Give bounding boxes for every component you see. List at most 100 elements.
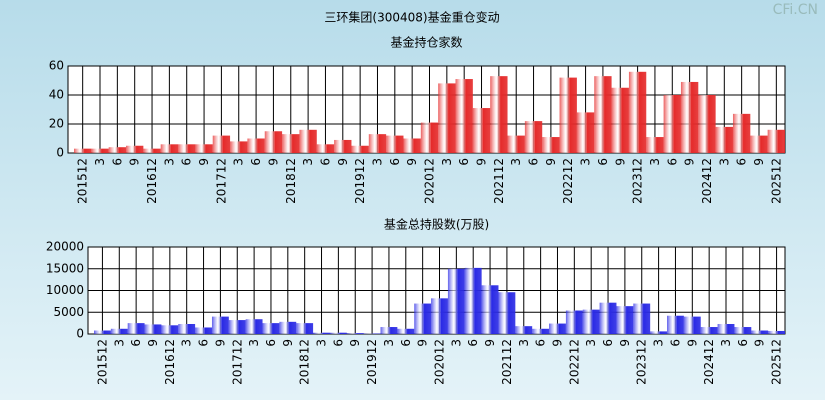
bar: [143, 148, 161, 153]
x-tick-label: 201512: [95, 339, 109, 385]
bar: [768, 330, 785, 334]
chart-title: 基金持仓家数: [390, 35, 462, 50]
bar: [559, 77, 577, 153]
x-tick-label: 6: [596, 158, 610, 166]
bar: [650, 331, 668, 334]
bar: [616, 306, 634, 334]
bar: [262, 323, 280, 334]
x-tick-label: 3: [112, 339, 126, 347]
bar: [316, 144, 335, 153]
bar: [576, 112, 595, 153]
x-tick-label: 6: [110, 158, 124, 166]
x-tick-label: 201912: [353, 158, 367, 204]
bar: [160, 144, 179, 153]
bar: [565, 310, 583, 334]
x-tick-label: 6: [665, 158, 679, 166]
bar: [549, 323, 566, 334]
x-tick-label: 3: [93, 158, 107, 166]
x-tick-label: 9: [281, 339, 295, 347]
bar: [161, 325, 179, 334]
y-tick-label: 60: [49, 59, 64, 73]
x-tick-label: 201812: [298, 339, 312, 385]
x-tick-label: 6: [388, 158, 402, 166]
y-tick-label: 20: [49, 117, 64, 131]
bar: [351, 145, 369, 153]
x-tick-label: 9: [550, 339, 564, 347]
bar: [368, 134, 387, 153]
bar: [299, 129, 317, 153]
bar: [282, 134, 300, 153]
bar: [313, 332, 330, 334]
y-tick-label: 40: [49, 88, 64, 102]
bar: [490, 76, 508, 153]
y-tick-label: 15000: [46, 261, 84, 275]
bar: [420, 122, 439, 153]
x-tick-label: 3: [719, 339, 733, 347]
bar: [498, 292, 516, 334]
bar: [464, 267, 482, 334]
bar: [751, 330, 769, 334]
bar: [628, 71, 647, 153]
bar: [247, 138, 265, 153]
x-tick-label: 9: [146, 339, 160, 347]
bar: [334, 139, 352, 153]
bar: [438, 83, 456, 153]
x-tick-label: 202112: [500, 339, 514, 385]
bar: [507, 135, 525, 153]
bar: [178, 323, 196, 334]
bar: [414, 303, 432, 334]
bar: [195, 327, 212, 334]
x-tick-label: 9: [683, 158, 697, 166]
x-tick-label: 3: [584, 339, 598, 347]
bar: [195, 144, 213, 153]
bar: [481, 285, 499, 334]
x-tick-label: 201612: [145, 158, 159, 204]
bar: [732, 113, 751, 153]
bar: [582, 309, 600, 334]
bar: [74, 148, 92, 153]
x-tick-label: 6: [466, 339, 480, 347]
x-tick-label: 3: [180, 339, 194, 347]
bar: [611, 87, 629, 153]
x-tick-label: 3: [162, 158, 176, 166]
bar: [110, 328, 128, 334]
x-tick-label: 202312: [631, 158, 645, 204]
bar: [380, 327, 398, 334]
bar: [126, 145, 144, 153]
x-tick-label: 6: [249, 158, 263, 166]
bar: [515, 326, 533, 334]
bar: [346, 333, 364, 334]
x-tick-label: 9: [336, 158, 350, 166]
x-tick-label: 9: [613, 158, 627, 166]
x-tick-label: 6: [264, 339, 278, 347]
bar: [734, 327, 752, 334]
x-tick-label: 202512: [770, 339, 784, 385]
x-tick-label: 6: [457, 158, 471, 166]
bar: [329, 332, 347, 334]
x-tick-label: 9: [753, 339, 767, 347]
bar: [212, 135, 231, 153]
x-tick-label: 3: [301, 158, 315, 166]
bar: [264, 131, 283, 153]
x-tick-label: 6: [601, 339, 615, 347]
bar: [108, 147, 127, 153]
bar: [767, 129, 785, 153]
bar: [94, 330, 111, 334]
bar: [230, 141, 248, 153]
bar: [245, 319, 263, 334]
x-tick-label: 6: [668, 339, 682, 347]
bar: [542, 137, 560, 153]
x-tick-label: 202312: [635, 339, 649, 385]
y-tick-label: 0: [56, 146, 64, 160]
x-tick-label: 9: [405, 158, 419, 166]
x-tick-label: 9: [752, 158, 766, 166]
bar: [532, 328, 550, 334]
bar: [178, 144, 196, 153]
x-tick-label: 3: [717, 158, 731, 166]
x-tick-label: 3: [509, 158, 523, 166]
x-tick-label: 6: [318, 158, 332, 166]
x-tick-label: 202412: [700, 158, 714, 204]
bar: [599, 302, 617, 334]
x-tick-label: 3: [579, 158, 593, 166]
chart-title: 基金总持股数(万股): [384, 217, 489, 232]
